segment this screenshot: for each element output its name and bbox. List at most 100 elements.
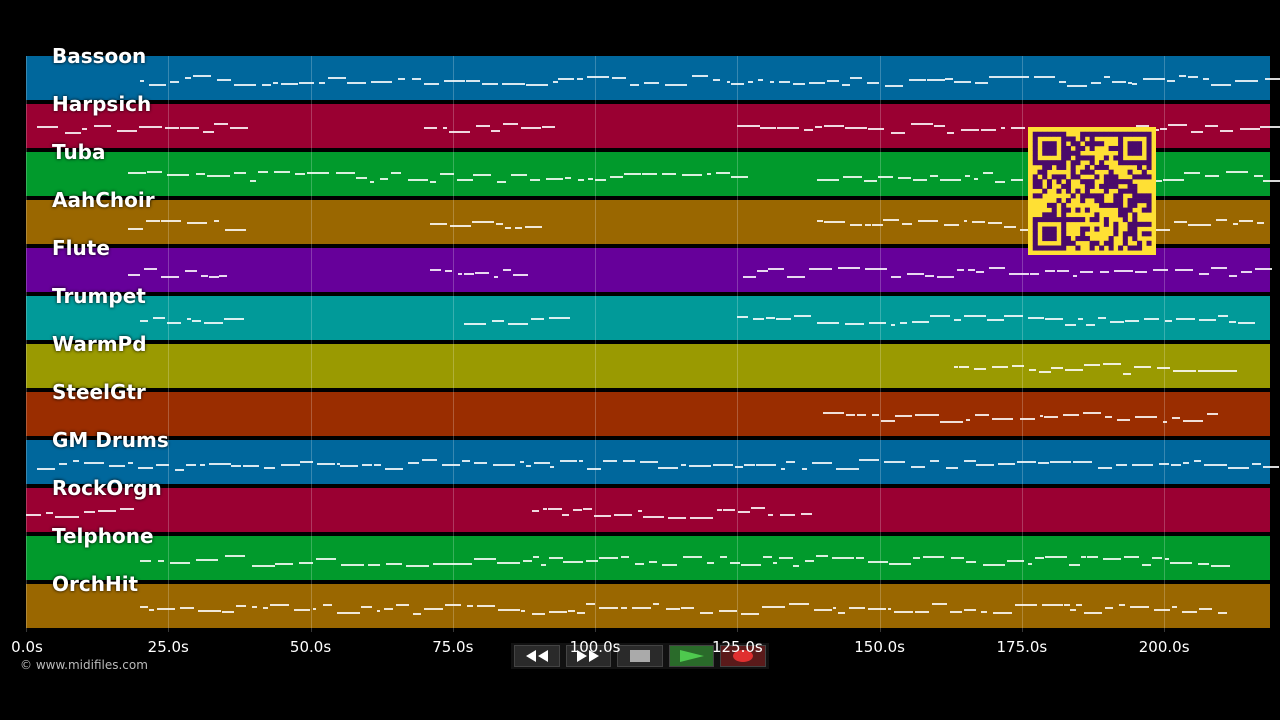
play-button[interactable] [668,645,715,667]
midi-note [185,77,191,79]
fast-forward-button[interactable] [565,645,612,667]
midi-note [1225,171,1248,173]
midi-note [838,612,846,614]
midi-note [128,228,143,230]
track-lane[interactable]: GM Drums [26,428,1270,486]
track-lane[interactable]: Bassoon [26,44,1270,102]
midi-note [794,315,811,317]
midi-note [895,415,912,417]
midi-note [328,77,346,79]
midi-note [264,467,275,469]
midi-note [1066,85,1088,87]
midi-note [548,508,563,510]
midi-note [772,562,778,564]
midi-note [582,508,593,510]
midi-note [179,607,195,609]
midi-note [578,179,585,181]
rewind-button[interactable] [514,645,560,667]
midi-note [849,224,862,226]
midi-note [953,81,971,83]
midi-note [918,220,939,222]
midi-note [467,605,474,607]
midi-note [587,178,593,180]
midi-note [1217,315,1229,317]
midi-note [960,129,979,131]
midi-note [546,178,564,180]
midi-note [230,465,241,467]
midi-note [1075,604,1082,606]
midi-note [1104,76,1111,78]
midi-note [1152,269,1168,271]
midi-note [953,366,959,368]
midi-note [836,468,859,470]
midi-note [756,270,768,272]
midi-note [1205,175,1220,177]
midi-note [165,127,179,129]
midi-note [855,557,865,559]
track-lane[interactable]: WarmPd [26,332,1270,390]
midi-note [1039,415,1043,417]
midi-note [1210,267,1227,269]
midi-note [199,464,205,466]
midi-note [769,81,775,83]
midi-note [572,509,582,511]
midi-note [1169,562,1193,564]
midi-note [814,609,832,611]
midi-note [881,420,896,422]
time-tick-label: 100.0s [569,638,621,656]
midi-note [1134,416,1157,418]
track-lane[interactable]: RockOrgn [26,476,1270,534]
midi-note [924,275,935,277]
track-lane[interactable]: SteelGtr [26,380,1270,438]
midi-note [995,181,1005,183]
midi-note [495,223,504,225]
midi-note [200,275,208,277]
midi-note [884,461,906,463]
midi-note [1240,271,1253,273]
midi-note [717,509,723,511]
stop-button[interactable] [617,645,663,667]
midi-note [1098,467,1112,469]
midi-note [1203,464,1228,466]
midi-note [441,464,460,466]
midi-note [179,127,200,129]
midi-note [317,463,336,465]
midi-note [1172,606,1178,608]
midi-note [1070,609,1076,611]
record-button[interactable] [720,645,766,667]
midi-note [1090,82,1102,84]
midi-note [195,559,219,561]
midi-note [472,221,494,223]
midi-note [1163,179,1184,181]
midi-note [1152,557,1163,559]
midi-note [982,564,1006,566]
grid-line [1021,56,1023,632]
midi-note [706,562,715,564]
midi-note [789,603,810,605]
midi-note [1019,418,1035,420]
track-lane[interactable]: Telphone [26,524,1270,582]
midi-note [981,129,996,131]
midi-note [439,173,455,175]
midi-note [934,125,945,127]
track-lane[interactable]: Trumpet [26,284,1270,342]
midi-note [859,459,880,461]
midi-note [157,608,175,610]
midi-note [665,84,687,86]
track-label: Bassoon [52,44,147,68]
midi-note [630,84,639,86]
midi-note [913,179,928,181]
midi-note [559,460,577,462]
midi-note [1199,608,1213,610]
midi-note [464,323,486,325]
midi-note [761,606,786,608]
track-label: Flute [52,236,110,260]
midi-note [823,221,846,223]
midi-note [532,556,539,558]
midi-note [430,269,442,271]
midi-note [45,512,53,514]
midi-note [956,269,964,271]
midi-note [502,83,525,85]
track-label: Telphone [52,524,154,548]
midi-note [1097,317,1107,319]
